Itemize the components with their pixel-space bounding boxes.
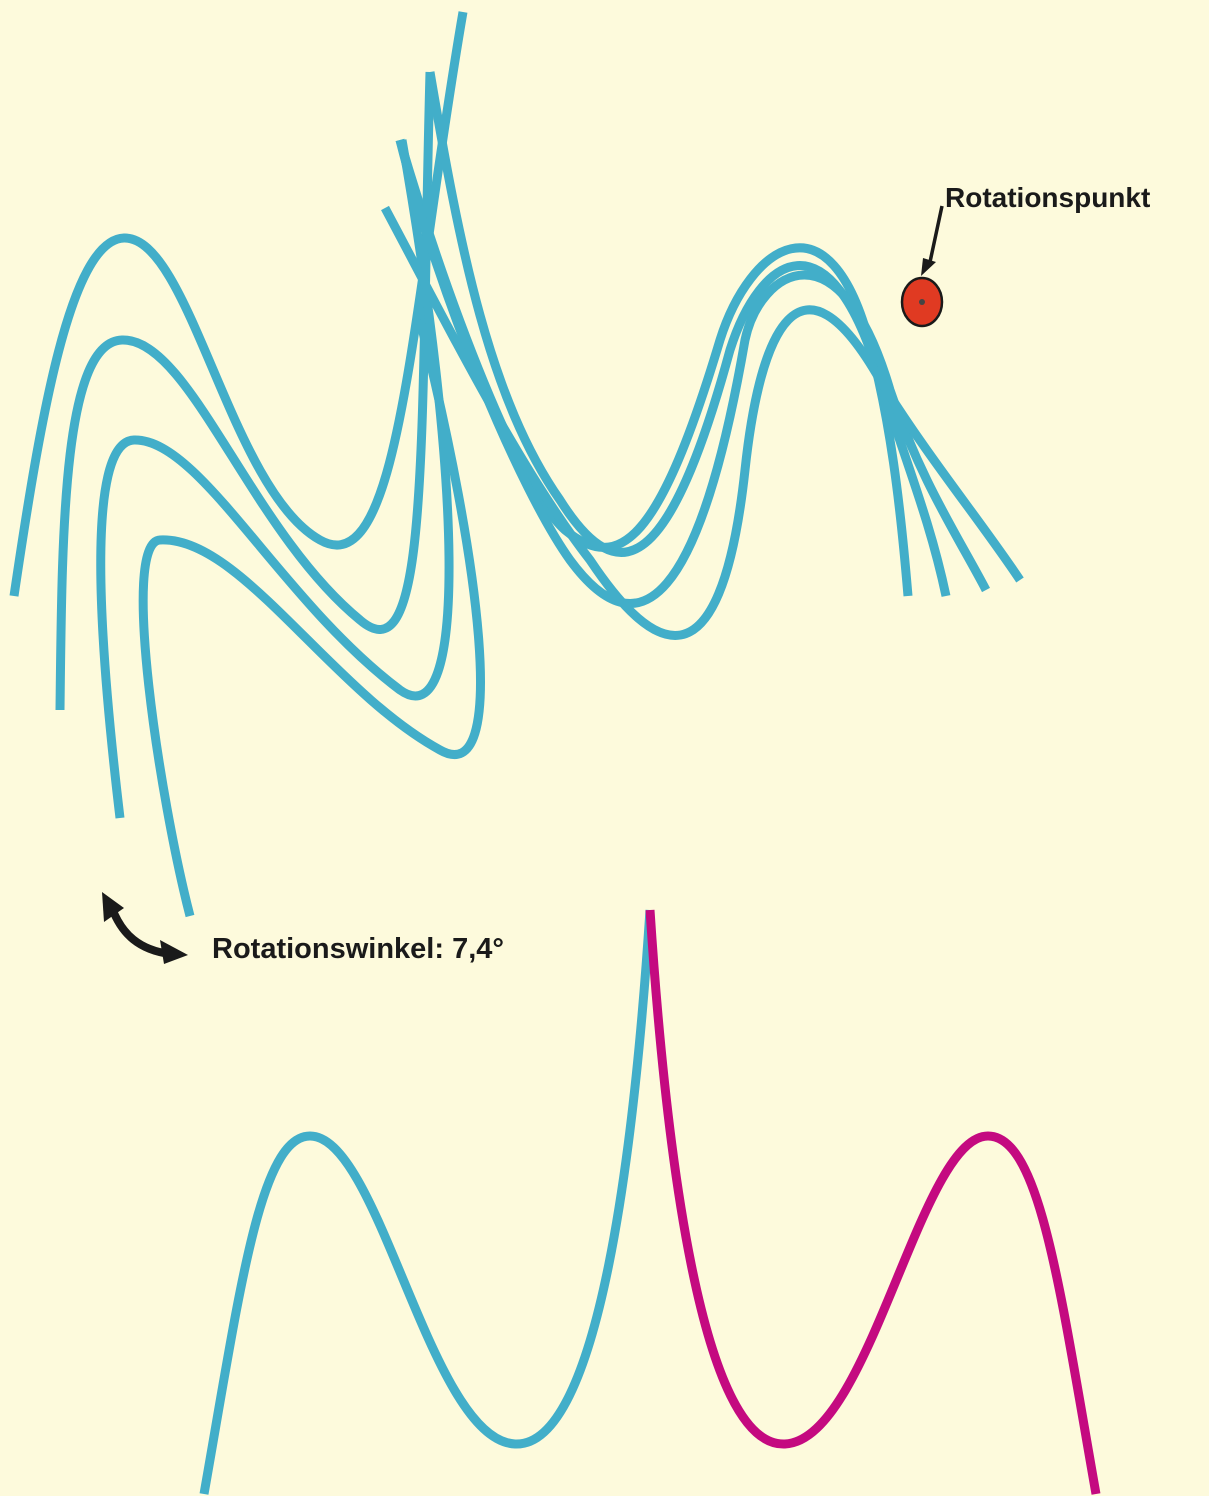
pivot-arrowhead-icon bbox=[921, 258, 936, 276]
rotated-curve-3 bbox=[96, 139, 454, 819]
rotated-curve-2-right bbox=[425, 71, 951, 597]
pivot-label: Rotationspunkt bbox=[945, 182, 1150, 213]
rotated-curve-2 bbox=[55, 71, 435, 711]
mirrored-curve bbox=[645, 909, 1101, 1495]
original-curve bbox=[199, 909, 655, 1495]
rotation-angle-arrow-icon bbox=[102, 892, 188, 964]
rotated-curve-4-right bbox=[381, 205, 1024, 640]
rotated-curves-group bbox=[9, 11, 1024, 918]
rotated-curve-4 bbox=[138, 318, 485, 918]
pivot-pointer-arrow-icon bbox=[928, 205, 944, 263]
rotated-curve-1 bbox=[9, 11, 468, 597]
rotation-angle-label: Rotationswinkel: 7,4° bbox=[212, 933, 504, 965]
rotation-point-marker bbox=[900, 276, 944, 328]
